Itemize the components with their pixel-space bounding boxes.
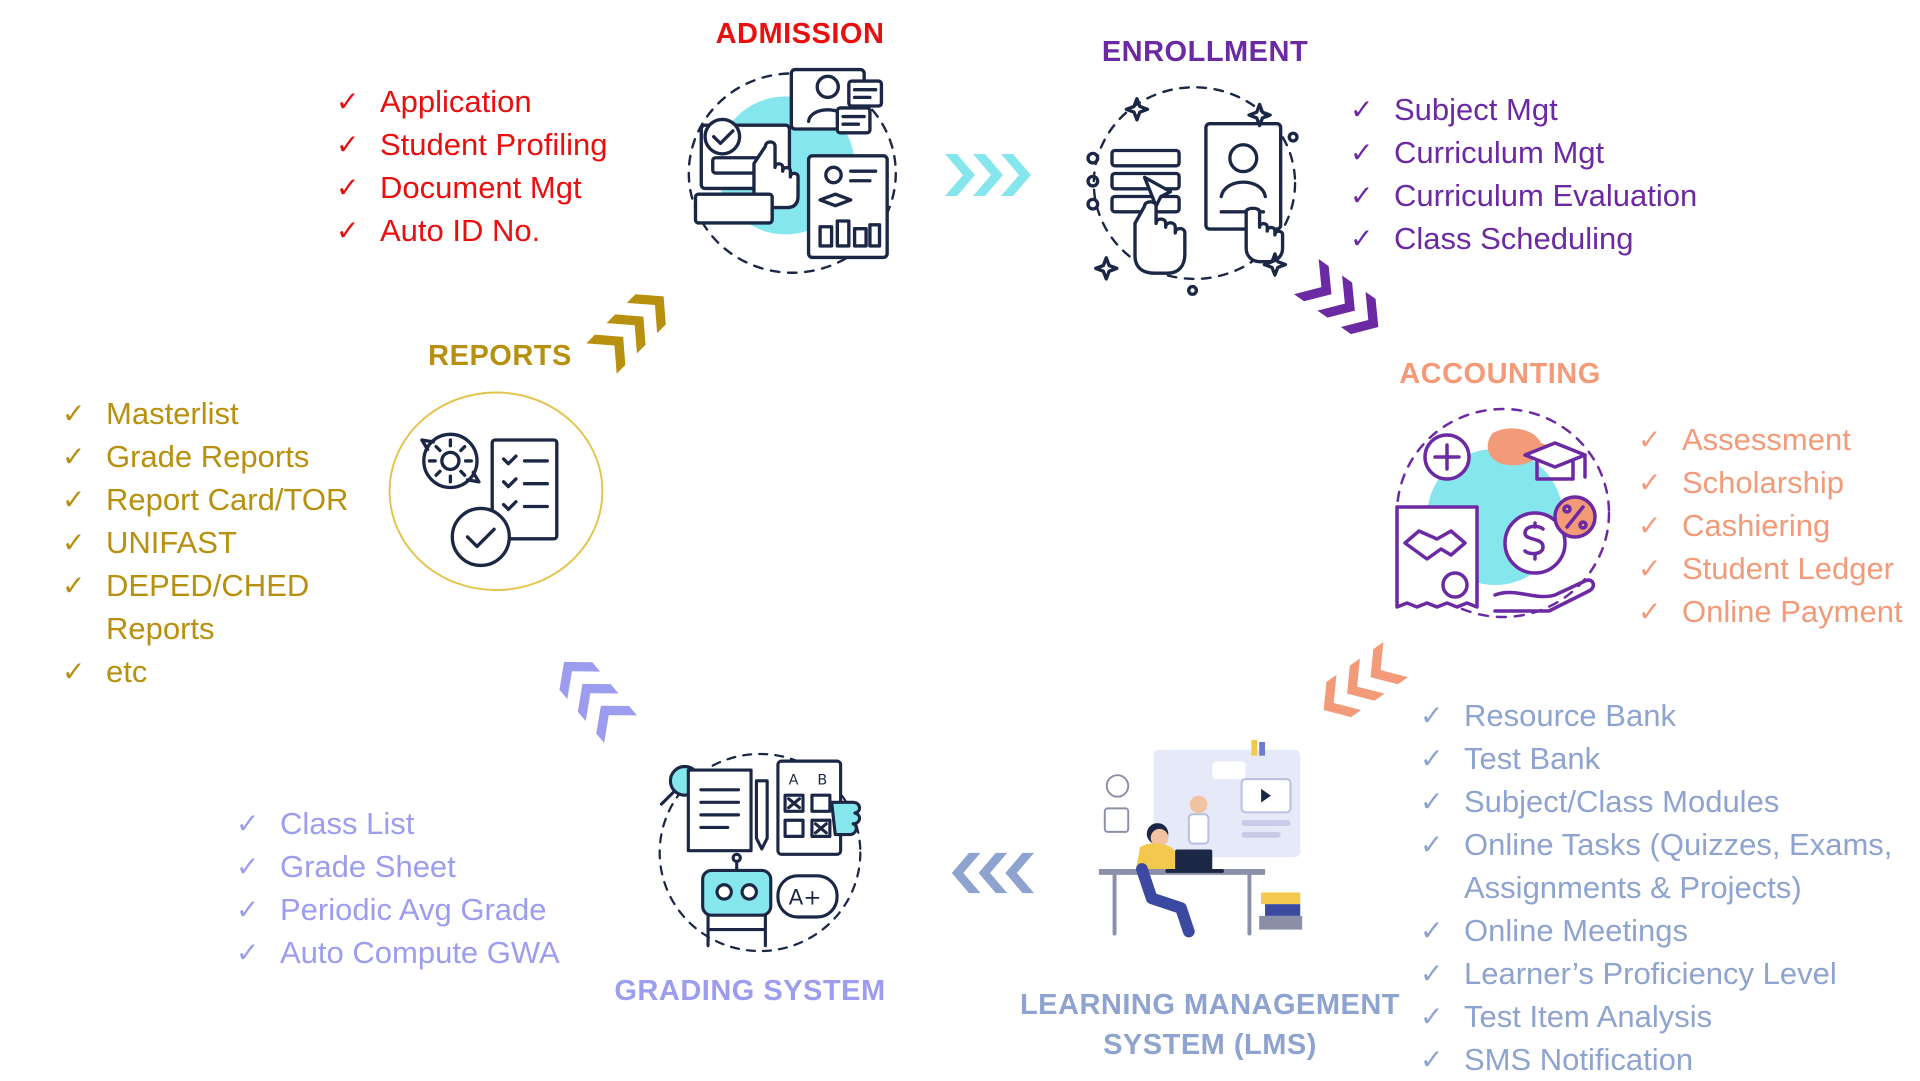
list-item: ✓ Auto Compute GWA: [236, 931, 560, 974]
list-item: ✓ Online Meetings: [1420, 909, 1910, 952]
check-icon: ✓: [1350, 137, 1374, 168]
check-icon: ✓: [336, 215, 360, 246]
check-icon: ✓: [336, 129, 360, 160]
list-item: ✓ Test Item Analysis: [1420, 995, 1910, 1038]
check-icon: ✓: [1420, 1044, 1444, 1075]
check-icon: ✓: [1420, 743, 1444, 774]
check-icon: ✓: [1420, 915, 1444, 946]
enrollment-list: ✓ Subject Mgt ✓ Curriculum Mgt ✓ Curriculum…: [1350, 88, 1697, 260]
list-item: ✓ Online Tasks (Quizzes, Exams, Assignmen…: [1420, 823, 1910, 909]
check-icon: ✓: [1350, 180, 1374, 211]
list-item: ✓ Grade Sheet: [236, 845, 560, 888]
list-item: ✓ Curriculum Evaluation: [1350, 174, 1697, 217]
list-item: ✓ DEPED/CHED Reports: [62, 564, 309, 650]
check-icon: ✓: [236, 894, 260, 925]
list-item: ✓ Test Bank: [1420, 737, 1910, 780]
arrow-enrollment-to-accounting: [1294, 259, 1379, 335]
check-icon: ✓: [236, 851, 260, 882]
check-icon: ✓: [336, 172, 360, 203]
list-item: ✓ Periodic Avg Grade: [236, 888, 560, 931]
check-icon: ✓: [1420, 1001, 1444, 1032]
report-checklist-icon: [388, 391, 604, 592]
admission-list: ✓ Application ✓ Student Profiling ✓ Documen…: [336, 80, 607, 252]
lms-title: LEARNING MANAGEMENT SYSTEM (LMS): [1019, 989, 1401, 1061]
enrollment-title: ENROLLMENT: [1101, 36, 1309, 68]
grading-title: GRADING SYSTEM: [614, 975, 886, 1007]
check-icon: ✓: [1420, 829, 1444, 860]
check-icon: ✓: [236, 808, 260, 839]
list-item: ✓ Class List: [236, 802, 560, 845]
accounting-title: ACCOUNTING: [1399, 358, 1601, 390]
check-icon: ✓: [62, 441, 86, 472]
arrow-grading-to-reports: [559, 661, 638, 744]
list-item: ✓ Class Scheduling: [1350, 217, 1697, 260]
check-icon: ✓: [62, 484, 86, 515]
svg-text:A+: A+: [789, 885, 822, 910]
list-item: ✓ Report Card/TOR: [62, 478, 392, 521]
check-icon: ✓: [1420, 700, 1444, 731]
lms-list: ✓ Resource Bank ✓ Test Bank ✓ Subject/Class…: [1420, 694, 1910, 1081]
check-icon: ✓: [1638, 510, 1662, 541]
list-item: ✓ Online Payment: [1638, 590, 1903, 633]
list-item: ✓ Auto ID No.: [336, 209, 607, 252]
grading-list: ✓ Class List ✓ Grade Sheet ✓ Periodic Avg G…: [236, 802, 560, 974]
list-item: ✓ Grade Reports: [62, 435, 392, 478]
check-icon: ✓: [1638, 424, 1662, 455]
accounting-list: ✓ Assessment ✓ Scholarship ✓ Cashiering ✓ St…: [1638, 418, 1903, 633]
reports-list: ✓ Masterlist ✓ Grade Reports ✓ Report Card/…: [62, 392, 392, 693]
check-icon: ✓: [62, 570, 86, 601]
svg-text:A: A: [789, 772, 799, 788]
list-item: ✓ Cashiering: [1638, 504, 1903, 547]
list-item: ✓ etc: [62, 650, 392, 693]
svg-text:B: B: [817, 772, 827, 788]
list-item: ✓ SMS Notification: [1420, 1038, 1910, 1081]
arrow-admission-to-enrollment: [945, 154, 1031, 196]
check-icon: ✓: [62, 527, 86, 558]
list-item: ✓ Document Mgt: [336, 166, 607, 209]
list-item: ✓ Assessment: [1638, 418, 1903, 461]
arrow-lms-to-grading: [951, 852, 1034, 894]
list-item: ✓ Masterlist: [62, 392, 392, 435]
payment-scholarship-icon: [1395, 407, 1611, 619]
check-icon: ✓: [236, 937, 260, 968]
arrow-accounting-to-lms: [1323, 642, 1408, 718]
check-icon: ✓: [1638, 467, 1662, 498]
admission-title: ADMISSION: [715, 18, 885, 50]
check-icon: ✓: [62, 398, 86, 429]
check-icon: ✓: [1638, 596, 1662, 627]
check-icon: ✓: [1420, 786, 1444, 817]
check-icon: ✓: [1420, 958, 1444, 989]
list-item: ✓ Curriculum Mgt: [1350, 131, 1697, 174]
list-item: ✓ Subject/Class Modules: [1420, 780, 1910, 823]
list-item: ✓ Application: [336, 80, 607, 123]
check-icon: ✓: [62, 656, 86, 687]
online-application-icon: [687, 67, 897, 274]
check-icon: ✓: [1350, 94, 1374, 125]
enrollment-form-icon: [1086, 86, 1299, 296]
arrow-reports-to-admission: [586, 294, 666, 374]
list-item: ✓ Scholarship: [1638, 461, 1903, 504]
check-icon: ✓: [1350, 223, 1374, 254]
list-item: ✓ Student Profiling: [336, 123, 607, 166]
grading-robot-icon: A B A+: [658, 752, 862, 953]
list-item: ✓ Student Ledger: [1638, 547, 1903, 590]
list-item: ✓ UNIFAST: [62, 521, 392, 564]
list-item: ✓ Learner’s Proficiency Level: [1420, 952, 1910, 995]
list-item: ✓ Subject Mgt: [1350, 88, 1697, 131]
list-item: ✓ Resource Bank: [1420, 694, 1910, 737]
reports-title: REPORTS: [428, 340, 572, 372]
check-icon: ✓: [336, 86, 360, 117]
student-at-laptop-icon: [1098, 740, 1303, 938]
check-icon: ✓: [1638, 553, 1662, 584]
